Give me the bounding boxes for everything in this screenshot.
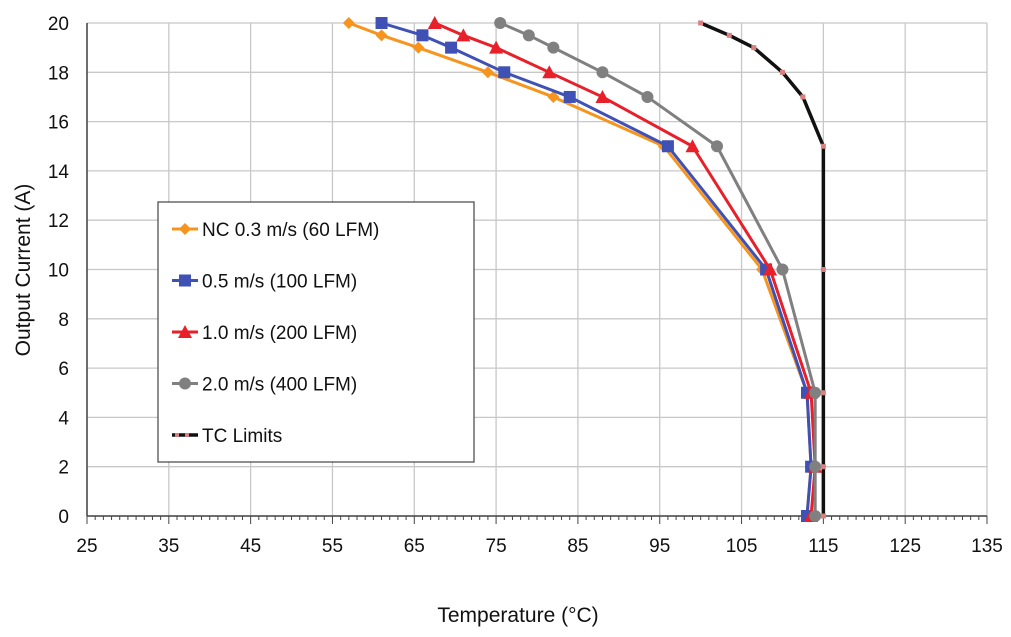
- legend-label: 1.0 m/s (200 LFM): [202, 323, 357, 344]
- x-tick-label: 125: [889, 536, 921, 557]
- data-point: [698, 20, 704, 26]
- series-layer: [342, 16, 826, 522]
- data-point: [547, 41, 560, 54]
- series-3: [494, 17, 822, 522]
- data-point: [820, 267, 826, 272]
- x-axis-title: Temperature (°C): [437, 604, 598, 627]
- data-point: [726, 32, 732, 38]
- x-tick-label: 35: [158, 536, 179, 557]
- series-4: [698, 20, 826, 519]
- y-axis-title: Output Current (A): [12, 184, 35, 357]
- data-point: [809, 386, 822, 399]
- axes-layer: 25 35 45 55 65 75 85 95 105 115 125 135 0 2 4 6 8 10 12 14 1…: [48, 14, 1003, 557]
- x-tick-label: 135: [971, 536, 1003, 557]
- legend-marker: [178, 325, 192, 338]
- y-tick-label: 4: [58, 408, 69, 429]
- legend-marker: [179, 377, 191, 390]
- data-point: [820, 513, 826, 519]
- data-point: [412, 41, 425, 54]
- data-point: [800, 94, 806, 100]
- legend: NC 0.3 m/s (60 LFM) 0.5 m/s (100 LFM) 1.0 …: [157, 201, 475, 463]
- data-point: [498, 66, 511, 79]
- y-tick-label: 10: [48, 261, 69, 282]
- y-tick-label: 16: [48, 113, 69, 134]
- data-point: [661, 140, 674, 153]
- legend-label: TC Limits: [202, 426, 282, 447]
- data-point: [456, 28, 471, 42]
- data-point: [375, 17, 388, 29]
- y-tick-label: 8: [58, 310, 69, 331]
- legend-item-2: 1.0 m/s (200 LFM): [172, 323, 357, 344]
- y-tick-label: 12: [48, 211, 69, 232]
- data-point: [481, 66, 494, 79]
- legend-item-0: NC 0.3 m/s (60 LFM): [172, 220, 379, 241]
- data-point: [427, 16, 442, 29]
- data-point: [596, 66, 609, 79]
- y-tick-label: 14: [48, 162, 70, 183]
- legend-marker: [179, 274, 191, 287]
- data-point: [779, 69, 785, 75]
- y-tick-label: 0: [58, 507, 69, 528]
- data-point: [445, 41, 458, 54]
- legend-label: 0.5 m/s (100 LFM): [202, 272, 357, 293]
- series-line: [381, 21, 813, 517]
- data-point: [595, 89, 610, 103]
- y-tick-label: 2: [58, 458, 69, 479]
- data-point: [342, 17, 355, 29]
- data-point: [711, 140, 723, 153]
- data-point: [820, 143, 826, 149]
- series-line: [499, 21, 817, 516]
- y-tick-label: 6: [58, 359, 69, 380]
- data-point: [809, 510, 822, 522]
- x-tick-label: 85: [567, 536, 588, 557]
- x-tick-label: 65: [404, 536, 425, 557]
- data-point: [494, 17, 507, 29]
- series-line: [699, 21, 826, 516]
- data-point: [820, 390, 826, 396]
- x-tick-label: 25: [76, 536, 97, 557]
- data-point: [522, 29, 535, 42]
- legend-box: [157, 201, 475, 463]
- legend-item-1: 0.5 m/s (100 LFM): [172, 272, 357, 293]
- data-point: [375, 29, 388, 42]
- data-point: [685, 139, 700, 153]
- data-point: [416, 29, 429, 42]
- x-tick-label: 105: [726, 536, 758, 557]
- data-point: [542, 65, 557, 79]
- data-point: [776, 263, 789, 276]
- data-point: [547, 90, 560, 103]
- legend-marker: [179, 223, 191, 235]
- x-tick-label: 95: [649, 536, 670, 557]
- y-tick-label: 18: [48, 63, 69, 84]
- data-point: [820, 464, 826, 470]
- x-tick-label: 75: [486, 536, 507, 557]
- legend-item-3: 2.0 m/s (400 LFM): [172, 375, 357, 396]
- x-tick-label: 115: [808, 536, 838, 557]
- series-line: [434, 21, 817, 517]
- y-tick-label: 20: [48, 14, 69, 35]
- x-tick-label: 45: [240, 536, 261, 557]
- legend-label: 2.0 m/s (400 LFM): [202, 375, 357, 396]
- legend-label: NC 0.3 m/s (60 LFM): [202, 220, 379, 241]
- x-tick-label: 55: [322, 536, 343, 557]
- legend-item-4: TC Limits: [172, 426, 282, 447]
- data-point: [809, 460, 822, 473]
- data-point: [763, 262, 778, 276]
- data-point: [489, 40, 504, 54]
- data-point: [641, 90, 654, 103]
- data-point: [563, 90, 576, 103]
- data-point: [751, 45, 757, 51]
